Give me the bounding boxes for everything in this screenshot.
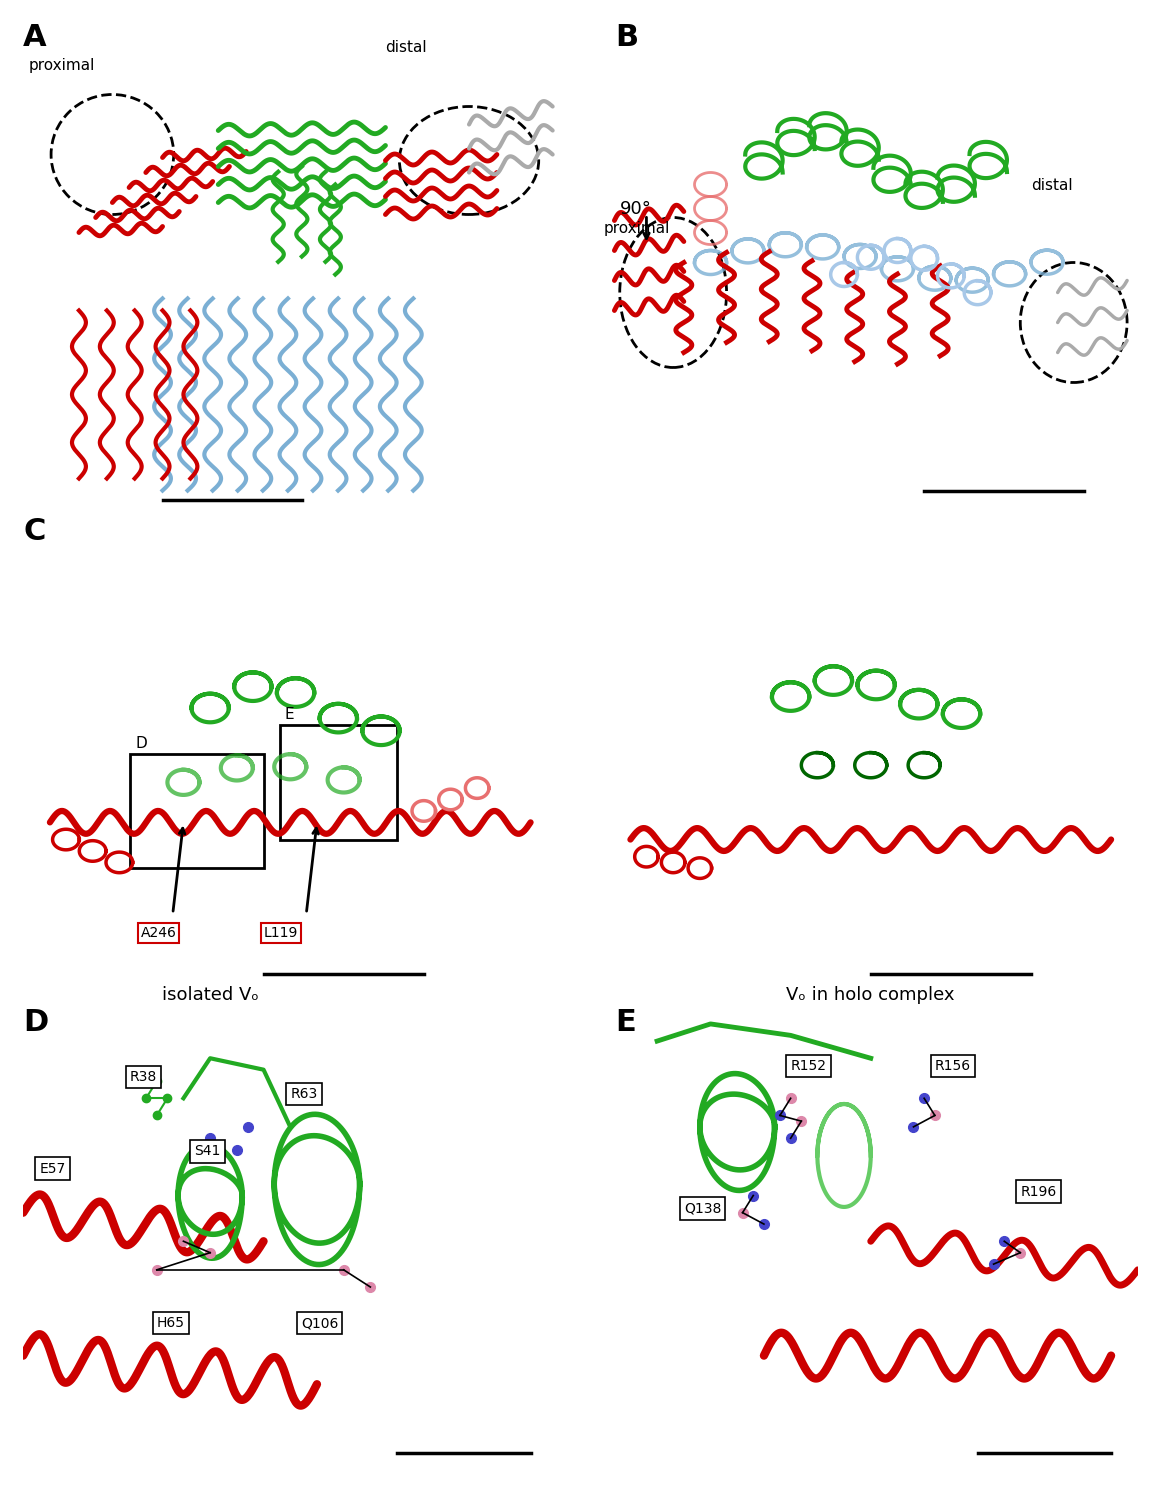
Text: R152: R152 (791, 1059, 827, 1072)
Text: distal: distal (385, 40, 427, 56)
Text: C: C (23, 518, 45, 546)
Text: proximal: proximal (29, 58, 95, 74)
Text: Q138: Q138 (684, 1202, 721, 1215)
Text: L119: L119 (264, 926, 298, 939)
Text: distal: distal (1031, 178, 1073, 194)
Text: R196: R196 (1021, 1185, 1057, 1198)
Text: H65: H65 (157, 1316, 185, 1330)
Text: R38: R38 (130, 1070, 157, 1084)
Text: R63: R63 (290, 1088, 317, 1101)
Text: R156: R156 (935, 1059, 971, 1072)
Text: A246: A246 (140, 926, 176, 939)
Text: E57: E57 (39, 1161, 65, 1176)
Text: 90°: 90° (620, 201, 651, 219)
Text: Vₒ in holo complex: Vₒ in holo complex (786, 986, 956, 1004)
Text: A: A (23, 22, 46, 51)
Text: Q106: Q106 (301, 1316, 338, 1330)
Text: S41: S41 (194, 1144, 221, 1158)
Text: B: B (615, 22, 639, 51)
Text: D: D (136, 736, 147, 752)
Text: proximal: proximal (604, 220, 670, 236)
Text: E: E (284, 708, 295, 723)
Text: isolated Vₒ: isolated Vₒ (161, 986, 259, 1004)
Text: D: D (23, 1008, 49, 1036)
Text: E: E (615, 1008, 636, 1036)
